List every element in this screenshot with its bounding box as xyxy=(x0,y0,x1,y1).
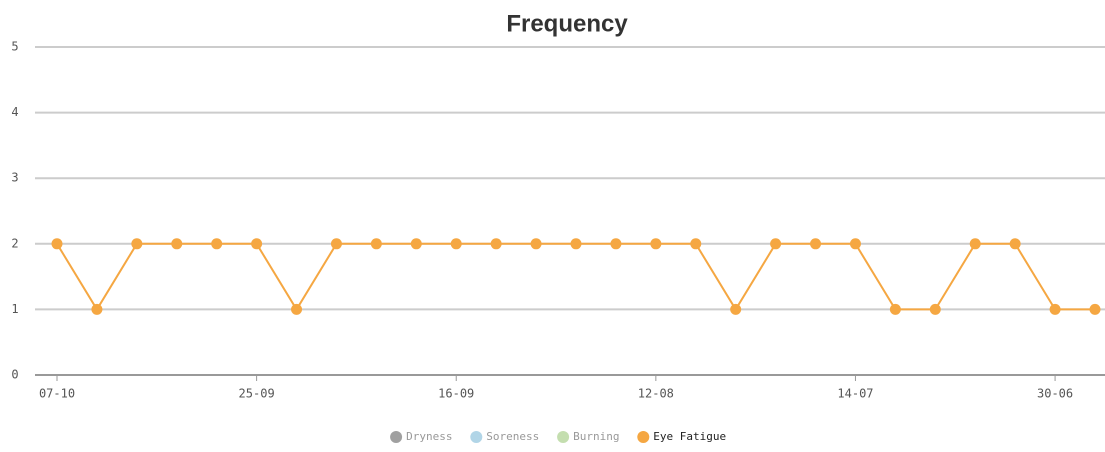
legend-label[interactable]: Dryness xyxy=(406,430,452,443)
y-tick-label: 1 xyxy=(11,302,18,316)
point xyxy=(929,303,941,315)
point xyxy=(889,303,901,315)
point xyxy=(1009,238,1021,250)
point xyxy=(91,303,103,315)
x-tick-label: 16-09 xyxy=(438,387,474,401)
point xyxy=(1049,303,1061,315)
chart-title: Frequency xyxy=(506,10,628,37)
legend-marker xyxy=(470,431,483,443)
point xyxy=(211,238,223,250)
point xyxy=(330,238,342,250)
y-tick-label: 0 xyxy=(11,368,18,382)
legend-marker xyxy=(637,431,650,443)
point xyxy=(570,238,582,250)
point xyxy=(730,303,742,315)
point xyxy=(410,238,422,250)
point xyxy=(450,238,462,250)
point xyxy=(490,238,502,250)
point xyxy=(810,238,822,250)
x-tick-label: 07-10 xyxy=(39,387,75,401)
point xyxy=(291,303,303,315)
y-tick-label: 3 xyxy=(11,171,18,185)
x-tick-label: 12-08 xyxy=(638,387,674,401)
point xyxy=(650,238,662,250)
legend-marker xyxy=(557,431,570,443)
point xyxy=(969,238,981,250)
point xyxy=(251,238,263,250)
point xyxy=(770,238,782,250)
legend-label[interactable]: Soreness xyxy=(486,430,539,443)
legend-marker xyxy=(390,431,403,443)
legend-label[interactable]: Burning xyxy=(573,430,619,443)
point xyxy=(849,238,861,250)
y-tick-label: 4 xyxy=(11,105,18,119)
point xyxy=(610,238,622,250)
y-tick-label: 5 xyxy=(11,40,18,54)
point xyxy=(690,238,702,250)
point xyxy=(1089,303,1101,315)
point xyxy=(51,238,63,250)
point xyxy=(370,238,382,250)
x-tick-label: 25-09 xyxy=(239,387,275,401)
x-tick-label: 14-07 xyxy=(837,387,873,401)
point xyxy=(171,238,183,250)
point xyxy=(530,238,542,250)
x-tick-label: 30-06 xyxy=(1037,387,1073,401)
point xyxy=(131,238,143,250)
series-line xyxy=(56,242,1095,312)
y-tick-label: 2 xyxy=(11,236,18,250)
legend-label[interactable]: Eye Fatigue xyxy=(653,430,726,443)
